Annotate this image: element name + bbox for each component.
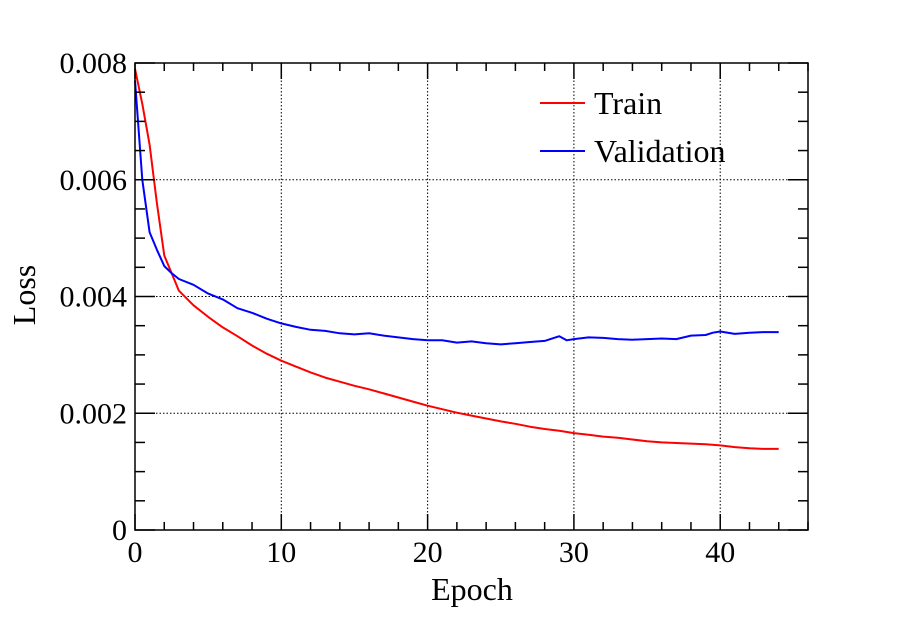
y-tick-label: 0.002 (60, 397, 128, 430)
y-tick-label: 0.006 (60, 164, 128, 197)
x-tick-label: 20 (413, 536, 443, 569)
series-layer (134, 68, 779, 450)
x-tick-label: 30 (559, 536, 589, 569)
legend: Train Validation (540, 85, 726, 169)
y-tick-label: 0 (112, 514, 127, 547)
legend-label-train: Train (594, 85, 662, 121)
x-tick-label: 40 (705, 536, 735, 569)
grid-layer (135, 63, 808, 530)
x-axis-title: Epoch (431, 571, 513, 607)
series-line-validation (134, 80, 779, 346)
ticks-layer (134, 62, 809, 531)
tick-labels-layer: 0 10 20 30 40 0 0.002 0.004 0.006 0.008 (60, 47, 736, 569)
x-tick-label: 0 (128, 536, 143, 569)
y-axis-title: Loss (6, 265, 42, 325)
x-tick-label: 10 (266, 536, 296, 569)
y-tick-label: 0.008 (60, 47, 128, 80)
series-line-train (134, 68, 779, 450)
y-tick-label: 0.004 (60, 281, 128, 314)
legend-label-validation: Validation (594, 133, 726, 169)
